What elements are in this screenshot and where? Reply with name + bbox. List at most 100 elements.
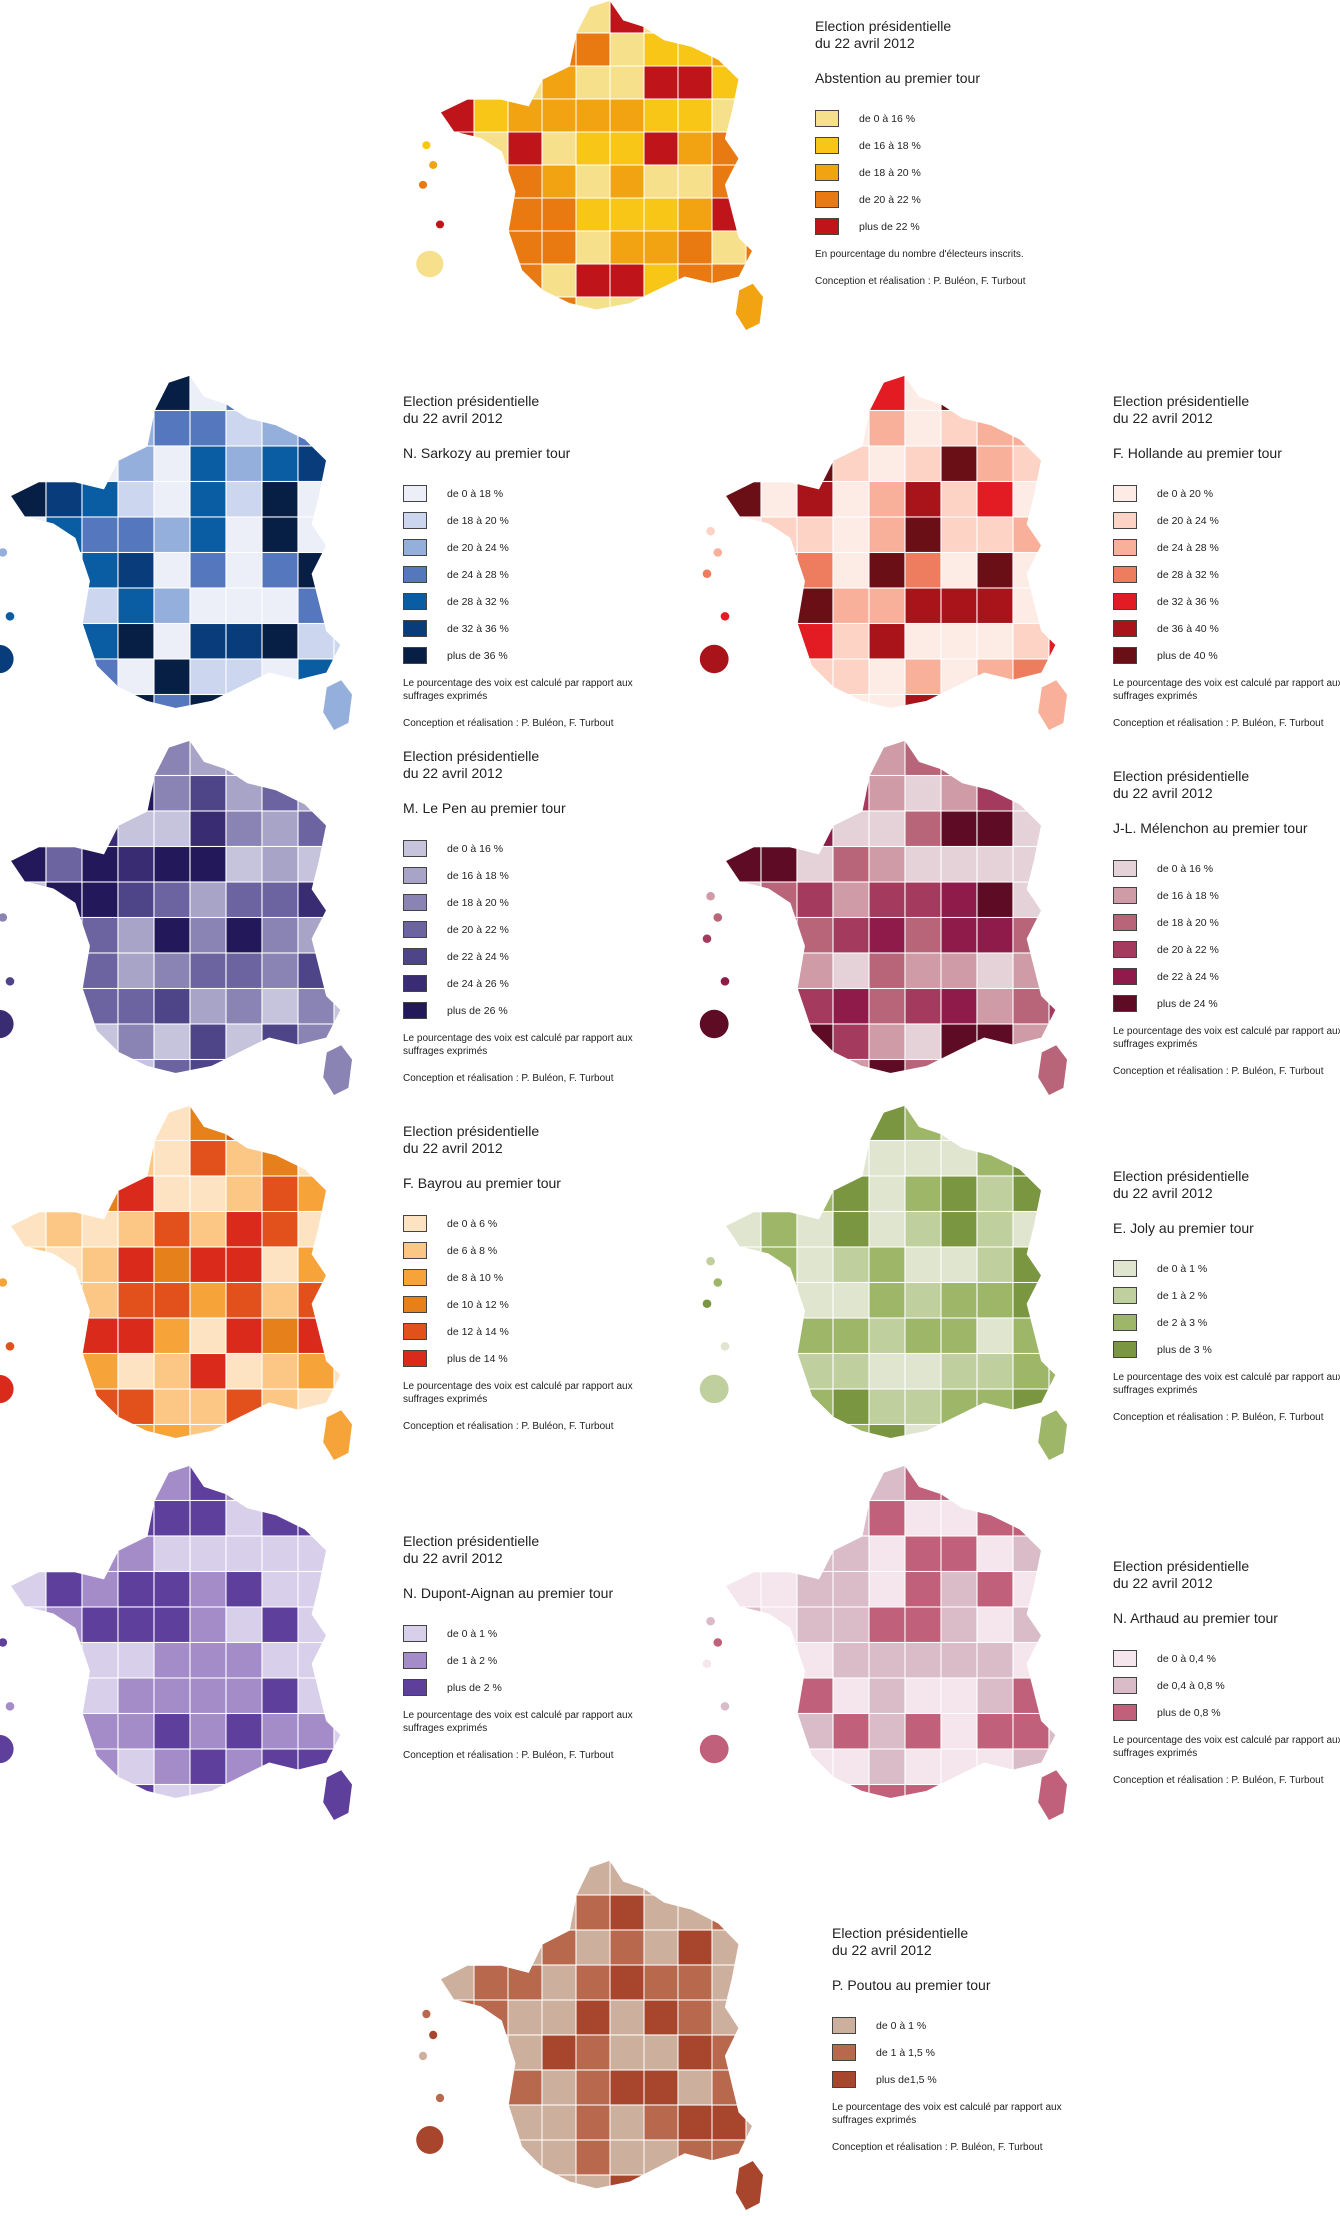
- department-area: [440, 2174, 475, 2189]
- legend-swatch: [403, 894, 427, 911]
- department-area: [297, 516, 335, 554]
- department-area: [976, 740, 1014, 777]
- department-area: [117, 1210, 155, 1248]
- department-area: [45, 1423, 83, 1439]
- department-area: [760, 1748, 798, 1786]
- department-area: [868, 1175, 906, 1213]
- department-area: [976, 1712, 1014, 1750]
- department-area: [904, 1388, 942, 1426]
- department-area: [940, 587, 978, 625]
- legend-class-label: de 1 à 2 %: [447, 1654, 498, 1667]
- department-area: [45, 1499, 83, 1537]
- choropleth-map-bayrou: [0, 1104, 370, 1460]
- department-area: [868, 881, 906, 919]
- department-area: [832, 480, 870, 518]
- department-area: [81, 774, 119, 812]
- legend-class-label: de 20 à 22 %: [447, 923, 509, 936]
- legend-class-row: de 16 à 18 %: [1113, 882, 1340, 909]
- department-area: [117, 1058, 155, 1074]
- legend-class-row: de 1 à 2 %: [1113, 1282, 1340, 1309]
- department-area: [940, 693, 978, 709]
- department-area: [45, 810, 83, 848]
- legend-swatch: [403, 566, 427, 583]
- department-area: [575, 1999, 611, 2036]
- legend-credit: Conception et réalisation : P. Buléon, F…: [832, 2142, 1043, 2153]
- department-area: [473, 2104, 509, 2141]
- department-area: [81, 693, 119, 709]
- legend-class-row: de 8 à 10 %: [403, 1264, 703, 1291]
- department-area: [297, 1606, 335, 1644]
- department-area: [1012, 1139, 1050, 1177]
- legend-credit: Conception et réalisation : P. Buléon, F…: [1113, 1775, 1324, 1786]
- department-area: [225, 1175, 263, 1213]
- department-area: [117, 740, 155, 777]
- department-area: [868, 622, 906, 660]
- legend-class-row: de 32 à 36 %: [403, 615, 703, 642]
- department-area: [1048, 551, 1057, 589]
- department-area: [81, 516, 119, 554]
- department-area: [725, 740, 762, 777]
- legend-swatch: [403, 1350, 427, 1367]
- department-area: [225, 1281, 263, 1319]
- legend-class-label: de 2 à 3 %: [1157, 1316, 1208, 1329]
- department-area: [711, 2034, 747, 2071]
- department-area: [297, 1105, 335, 1142]
- overseas-inset: [706, 1616, 715, 1626]
- department-area: [189, 740, 227, 777]
- department-area: [1012, 810, 1050, 848]
- department-area: [745, 1999, 753, 2036]
- department-area: [940, 1023, 978, 1061]
- legend-class-row: de 10 à 12 %: [403, 1291, 703, 1318]
- department-area: [575, 32, 611, 67]
- department-area: [507, 296, 543, 311]
- department-area: [745, 230, 753, 265]
- department-area: [440, 0, 475, 34]
- overseas-inset: [5, 612, 15, 621]
- department-area: [153, 658, 191, 696]
- department-area: [760, 1210, 798, 1248]
- legend-class-label: de 28 à 32 %: [1157, 568, 1219, 581]
- department-area: [10, 1535, 47, 1573]
- department-area: [261, 1058, 299, 1074]
- department-area: [796, 1641, 834, 1679]
- department-area: [117, 1641, 155, 1679]
- legend-class-row: de 6 à 8 %: [403, 1237, 703, 1264]
- department-area: [45, 1748, 83, 1786]
- department-area: [940, 952, 978, 990]
- department-area: [677, 0, 713, 34]
- department-area: [868, 658, 906, 696]
- department-area: [1048, 409, 1057, 447]
- department-area: [10, 693, 47, 709]
- department-area: [677, 263, 713, 298]
- department-area: [1048, 1246, 1057, 1284]
- department-area: [976, 810, 1014, 848]
- department-area: [45, 1058, 83, 1074]
- department-area: [225, 1465, 263, 1502]
- department-area: [760, 480, 798, 518]
- department-area: [10, 1058, 47, 1074]
- department-area: [677, 98, 713, 133]
- legend-swatch: [403, 921, 427, 938]
- department-area: [643, 164, 679, 199]
- overseas-inset: [418, 180, 428, 189]
- corsica-area: [1038, 1770, 1067, 1820]
- department-area: [725, 587, 762, 625]
- department-area: [440, 2104, 475, 2141]
- department-area: [976, 375, 1014, 412]
- overseas-inset: [706, 526, 715, 536]
- legend-class-row: de 1 à 2 %: [403, 1647, 703, 1674]
- department-area: [725, 1352, 762, 1390]
- department-area: [760, 987, 798, 1025]
- department-area: [153, 881, 191, 919]
- department-area: [796, 1058, 834, 1074]
- department-area: [225, 375, 263, 412]
- department-area: [189, 1423, 227, 1439]
- department-area: [333, 551, 342, 589]
- department-area: [976, 1058, 1014, 1074]
- department-area: [333, 1210, 342, 1248]
- department-area: [976, 658, 1014, 696]
- legend-class-row: de 24 à 26 %: [403, 970, 703, 997]
- department-area: [796, 658, 834, 696]
- department-area: [81, 1023, 119, 1061]
- department-area: [81, 1139, 119, 1177]
